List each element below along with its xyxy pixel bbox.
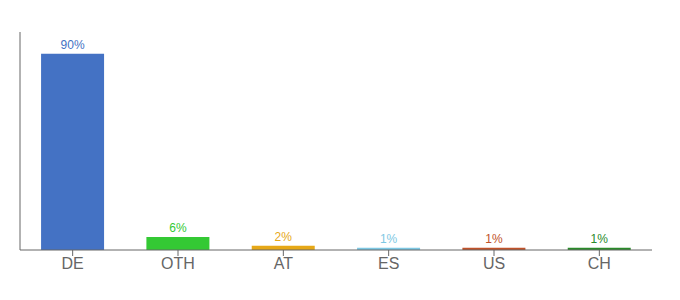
svg-text:DE: DE xyxy=(62,255,84,272)
svg-text:1%: 1% xyxy=(380,232,398,246)
svg-text:90%: 90% xyxy=(61,38,85,52)
svg-text:OTH: OTH xyxy=(161,255,195,272)
svg-text:6%: 6% xyxy=(169,221,187,235)
svg-text:2%: 2% xyxy=(275,230,293,244)
svg-text:US: US xyxy=(483,255,505,272)
svg-text:1%: 1% xyxy=(591,232,609,246)
svg-text:CH: CH xyxy=(588,255,611,272)
svg-text:AT: AT xyxy=(274,255,293,272)
svg-text:ES: ES xyxy=(378,255,399,272)
svg-text:1%: 1% xyxy=(485,232,503,246)
